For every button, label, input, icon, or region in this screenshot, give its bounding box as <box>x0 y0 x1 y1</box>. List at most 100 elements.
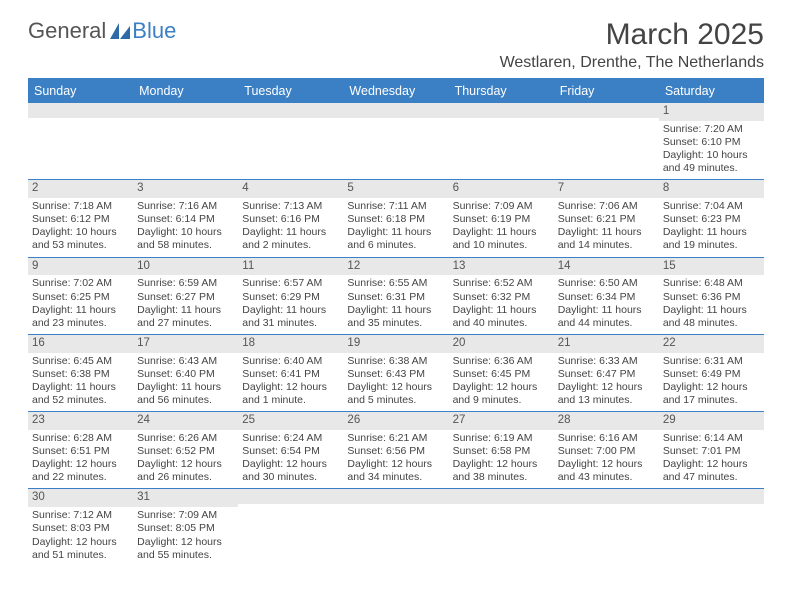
sunset-text: Sunset: 6:51 PM <box>32 445 129 458</box>
day-number <box>449 489 554 504</box>
day-number: 14 <box>554 258 659 276</box>
calendar-table: Sunday Monday Tuesday Wednesday Thursday… <box>28 79 764 566</box>
day-details: Sunrise: 7:09 AMSunset: 6:19 PMDaylight:… <box>449 198 554 257</box>
day-details: Sunrise: 6:48 AMSunset: 6:36 PMDaylight:… <box>659 275 764 334</box>
day-header: Sunday <box>28 79 133 103</box>
calendar-cell: 4Sunrise: 7:13 AMSunset: 6:16 PMDaylight… <box>238 180 343 257</box>
calendar-week-row: 9Sunrise: 7:02 AMSunset: 6:25 PMDaylight… <box>28 257 764 334</box>
calendar-cell: 30Sunrise: 7:12 AMSunset: 8:03 PMDayligh… <box>28 489 133 566</box>
calendar-cell <box>449 489 554 566</box>
daylight-text: Daylight: 10 hours and 58 minutes. <box>137 226 234 252</box>
day-number <box>343 489 448 504</box>
day-header: Saturday <box>659 79 764 103</box>
sunrise-text: Sunrise: 7:06 AM <box>558 200 655 213</box>
day-number: 23 <box>28 412 133 430</box>
sunrise-text: Sunrise: 6:16 AM <box>558 432 655 445</box>
daylight-text: Daylight: 11 hours and 52 minutes. <box>32 381 129 407</box>
sunset-text: Sunset: 8:05 PM <box>137 522 234 535</box>
calendar-cell: 5Sunrise: 7:11 AMSunset: 6:18 PMDaylight… <box>343 180 448 257</box>
day-details: Sunrise: 6:40 AMSunset: 6:41 PMDaylight:… <box>238 353 343 412</box>
daylight-text: Daylight: 11 hours and 10 minutes. <box>453 226 550 252</box>
daylight-text: Daylight: 12 hours and 13 minutes. <box>558 381 655 407</box>
day-header: Friday <box>554 79 659 103</box>
sunset-text: Sunset: 8:03 PM <box>32 522 129 535</box>
calendar-week-row: 2Sunrise: 7:18 AMSunset: 6:12 PMDaylight… <box>28 180 764 257</box>
daylight-text: Daylight: 11 hours and 31 minutes. <box>242 304 339 330</box>
sunrise-text: Sunrise: 6:31 AM <box>663 355 760 368</box>
calendar-cell <box>28 103 133 180</box>
day-number: 9 <box>28 258 133 276</box>
day-details: Sunrise: 6:57 AMSunset: 6:29 PMDaylight:… <box>238 275 343 334</box>
sunrise-text: Sunrise: 6:19 AM <box>453 432 550 445</box>
day-header: Thursday <box>449 79 554 103</box>
sunrise-text: Sunrise: 7:12 AM <box>32 509 129 522</box>
day-number: 29 <box>659 412 764 430</box>
daylight-text: Daylight: 11 hours and 23 minutes. <box>32 304 129 330</box>
calendar-cell: 19Sunrise: 6:38 AMSunset: 6:43 PMDayligh… <box>343 334 448 411</box>
calendar-cell: 2Sunrise: 7:18 AMSunset: 6:12 PMDaylight… <box>28 180 133 257</box>
calendar-cell: 10Sunrise: 6:59 AMSunset: 6:27 PMDayligh… <box>133 257 238 334</box>
day-details: Sunrise: 6:31 AMSunset: 6:49 PMDaylight:… <box>659 353 764 412</box>
sunset-text: Sunset: 6:56 PM <box>347 445 444 458</box>
day-details: Sunrise: 6:45 AMSunset: 6:38 PMDaylight:… <box>28 353 133 412</box>
sunrise-text: Sunrise: 6:21 AM <box>347 432 444 445</box>
sunset-text: Sunset: 6:10 PM <box>663 136 760 149</box>
sunrise-text: Sunrise: 6:28 AM <box>32 432 129 445</box>
day-details: Sunrise: 7:12 AMSunset: 8:03 PMDaylight:… <box>28 507 133 566</box>
sunset-text: Sunset: 6:14 PM <box>137 213 234 226</box>
calendar-cell <box>343 489 448 566</box>
calendar-cell: 3Sunrise: 7:16 AMSunset: 6:14 PMDaylight… <box>133 180 238 257</box>
daylight-text: Daylight: 12 hours and 9 minutes. <box>453 381 550 407</box>
calendar-cell: 27Sunrise: 6:19 AMSunset: 6:58 PMDayligh… <box>449 412 554 489</box>
day-number: 2 <box>28 180 133 198</box>
sunset-text: Sunset: 6:19 PM <box>453 213 550 226</box>
sunrise-text: Sunrise: 7:20 AM <box>663 123 760 136</box>
day-number: 25 <box>238 412 343 430</box>
sunrise-text: Sunrise: 7:18 AM <box>32 200 129 213</box>
calendar-cell <box>238 103 343 180</box>
day-details: Sunrise: 7:20 AMSunset: 6:10 PMDaylight:… <box>659 121 764 180</box>
sunset-text: Sunset: 6:23 PM <box>663 213 760 226</box>
daylight-text: Daylight: 11 hours and 44 minutes. <box>558 304 655 330</box>
logo-sail-icon <box>110 23 130 39</box>
calendar-cell: 26Sunrise: 6:21 AMSunset: 6:56 PMDayligh… <box>343 412 448 489</box>
sunrise-text: Sunrise: 6:33 AM <box>558 355 655 368</box>
day-number: 6 <box>449 180 554 198</box>
sunset-text: Sunset: 6:54 PM <box>242 445 339 458</box>
day-details: Sunrise: 6:14 AMSunset: 7:01 PMDaylight:… <box>659 430 764 489</box>
day-number <box>554 489 659 504</box>
day-details: Sunrise: 7:18 AMSunset: 6:12 PMDaylight:… <box>28 198 133 257</box>
sunrise-text: Sunrise: 6:52 AM <box>453 277 550 290</box>
day-header: Tuesday <box>238 79 343 103</box>
daylight-text: Daylight: 12 hours and 5 minutes. <box>347 381 444 407</box>
day-details: Sunrise: 7:04 AMSunset: 6:23 PMDaylight:… <box>659 198 764 257</box>
sunset-text: Sunset: 6:29 PM <box>242 291 339 304</box>
sunrise-text: Sunrise: 6:14 AM <box>663 432 760 445</box>
day-number: 20 <box>449 335 554 353</box>
location: Westlaren, Drenthe, The Netherlands <box>500 54 764 72</box>
sunrise-text: Sunrise: 7:09 AM <box>453 200 550 213</box>
day-number: 1 <box>659 103 764 121</box>
calendar-cell <box>343 103 448 180</box>
day-details: Sunrise: 6:52 AMSunset: 6:32 PMDaylight:… <box>449 275 554 334</box>
day-number: 7 <box>554 180 659 198</box>
calendar-cell: 22Sunrise: 6:31 AMSunset: 6:49 PMDayligh… <box>659 334 764 411</box>
sunset-text: Sunset: 6:47 PM <box>558 368 655 381</box>
daylight-text: Daylight: 12 hours and 47 minutes. <box>663 458 760 484</box>
daylight-text: Daylight: 11 hours and 2 minutes. <box>242 226 339 252</box>
day-details: Sunrise: 6:50 AMSunset: 6:34 PMDaylight:… <box>554 275 659 334</box>
daylight-text: Daylight: 11 hours and 56 minutes. <box>137 381 234 407</box>
calendar-cell <box>554 103 659 180</box>
day-number <box>133 103 238 118</box>
calendar-cell: 23Sunrise: 6:28 AMSunset: 6:51 PMDayligh… <box>28 412 133 489</box>
sunset-text: Sunset: 6:25 PM <box>32 291 129 304</box>
calendar-cell: 17Sunrise: 6:43 AMSunset: 6:40 PMDayligh… <box>133 334 238 411</box>
sunrise-text: Sunrise: 7:02 AM <box>32 277 129 290</box>
logo: General Blue <box>28 18 176 44</box>
day-details: Sunrise: 7:06 AMSunset: 6:21 PMDaylight:… <box>554 198 659 257</box>
day-number: 15 <box>659 258 764 276</box>
sunrise-text: Sunrise: 7:11 AM <box>347 200 444 213</box>
sunrise-text: Sunrise: 6:45 AM <box>32 355 129 368</box>
day-number <box>238 489 343 504</box>
day-number: 22 <box>659 335 764 353</box>
